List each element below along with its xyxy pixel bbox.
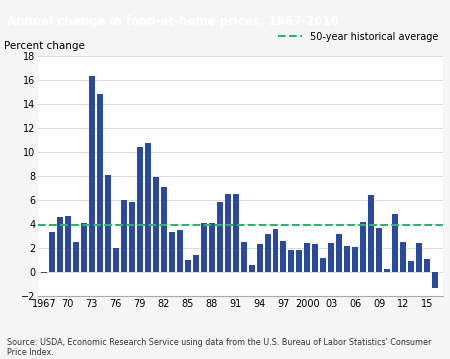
Bar — [416, 243, 422, 272]
Bar — [153, 177, 159, 272]
Bar — [97, 94, 103, 272]
Bar — [209, 223, 215, 272]
Bar — [184, 260, 191, 272]
Legend: 50-year historical average: 50-year historical average — [278, 32, 438, 42]
Bar — [360, 222, 366, 272]
Bar — [137, 147, 143, 272]
Bar — [193, 255, 198, 272]
Bar — [201, 223, 207, 272]
Bar — [57, 217, 63, 272]
Text: Percent change: Percent change — [4, 41, 85, 51]
Bar — [129, 202, 135, 272]
Bar — [225, 194, 230, 272]
Bar — [241, 242, 247, 272]
Bar — [305, 243, 310, 272]
Bar — [424, 259, 430, 272]
Bar — [233, 194, 238, 272]
Bar — [376, 228, 382, 272]
Bar — [145, 144, 151, 272]
Bar — [280, 241, 287, 272]
Bar — [65, 216, 71, 272]
Bar — [113, 248, 119, 272]
Bar — [89, 76, 95, 272]
Bar — [81, 223, 87, 272]
Bar — [432, 272, 438, 288]
Bar — [177, 230, 183, 272]
Bar — [273, 229, 279, 272]
Text: Source: USDA, Economic Research Service using data from the U.S. Bureau of Labor: Source: USDA, Economic Research Service … — [7, 338, 431, 357]
Bar — [216, 202, 223, 272]
Bar — [169, 232, 175, 272]
Bar — [41, 272, 47, 273]
Bar — [288, 251, 294, 272]
Bar — [161, 187, 166, 272]
Bar — [121, 200, 127, 272]
Text: Annual change in food-at-home prices, 1967-2016: Annual change in food-at-home prices, 19… — [7, 15, 338, 28]
Bar — [337, 234, 342, 272]
Bar — [344, 246, 351, 272]
Bar — [265, 234, 270, 272]
Bar — [297, 251, 302, 272]
Bar — [49, 232, 55, 272]
Bar — [392, 214, 398, 272]
Bar — [73, 242, 79, 272]
Bar — [384, 269, 390, 272]
Bar — [369, 195, 374, 272]
Bar — [105, 175, 111, 272]
Bar — [400, 242, 406, 272]
Bar — [248, 265, 255, 272]
Bar — [328, 243, 334, 272]
Bar — [320, 258, 326, 272]
Bar — [408, 261, 414, 272]
Bar — [352, 247, 358, 272]
Bar — [256, 244, 262, 272]
Bar — [312, 244, 319, 272]
